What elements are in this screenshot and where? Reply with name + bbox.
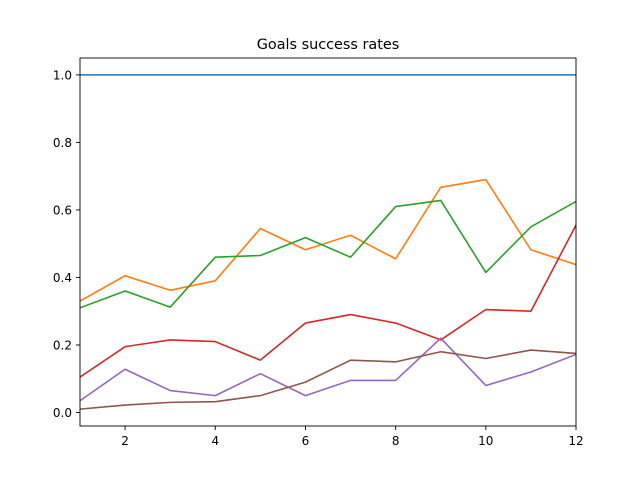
x-tick-label: 10 (478, 434, 493, 448)
series-layer (80, 74, 576, 410)
series-line-5 (80, 337, 576, 402)
y-tick-label: 0.6 (53, 203, 72, 217)
series-line-2 (80, 178, 576, 302)
x-tick-label: 2 (121, 434, 129, 448)
y-tick-label: 0.8 (53, 136, 72, 150)
y-tick-label: 1.0 (53, 68, 72, 82)
y-tick-label: 0.4 (53, 271, 72, 285)
series-line-3 (80, 199, 576, 309)
x-tick-label: 4 (211, 434, 219, 448)
y-tick-label: 0.2 (53, 338, 72, 352)
x-tick-label: 6 (302, 434, 310, 448)
series-line-4 (80, 224, 576, 379)
axes-layer: 2 4 6 8 10 12 0.0 0.2 0.4 0.6 0.8 1.0 (53, 57, 584, 448)
x-tick-label: 8 (392, 434, 400, 448)
y-tick-label: 0.0 (53, 406, 72, 420)
chart-title: Goals success rates (257, 37, 399, 53)
series-line-6 (80, 349, 576, 410)
plot-frame (79, 57, 577, 427)
x-tick-label: 12 (568, 434, 583, 448)
